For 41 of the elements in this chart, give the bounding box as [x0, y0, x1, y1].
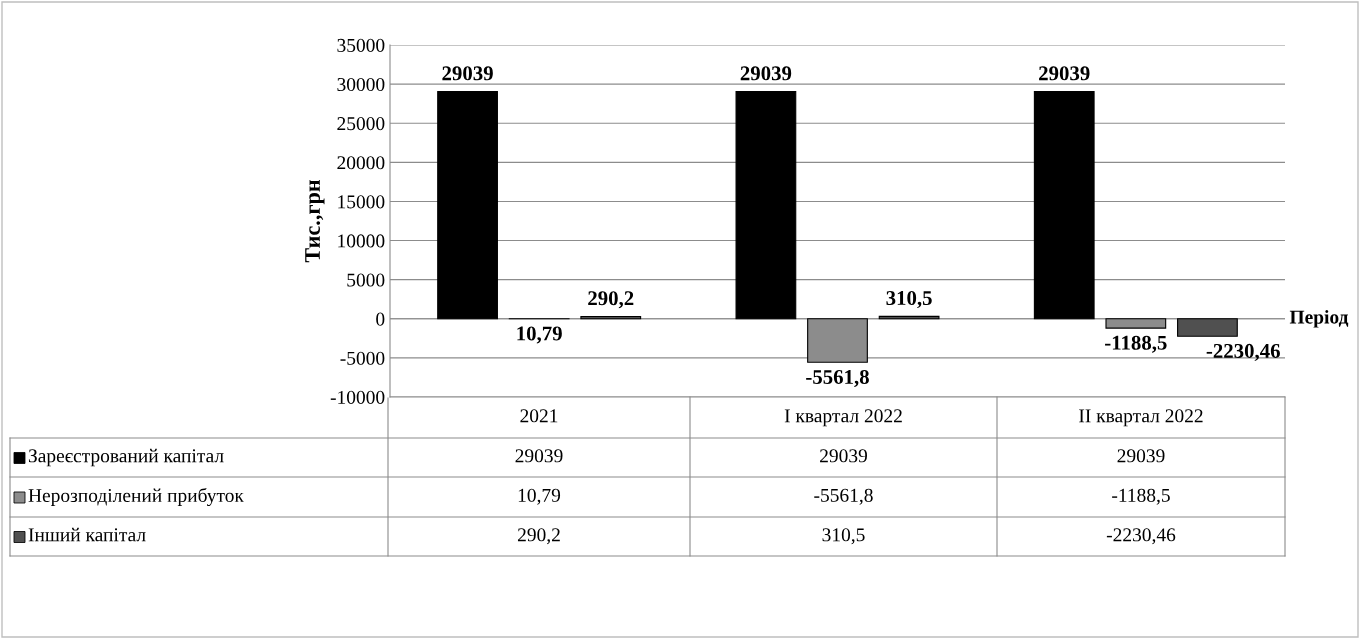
bar	[735, 91, 797, 320]
text: 10,79	[517, 326, 562, 344]
y-tick-label: 15000	[338, 195, 385, 209]
data-label: -1188,5	[1112, 488, 1170, 505]
data-label: 290,2	[517, 528, 560, 545]
data-label: 10,79	[518, 488, 561, 505]
data-label: 29039	[1117, 449, 1165, 463]
text: -5561,8	[806, 369, 869, 388]
y-axis-title: Тис.,грн	[305, 179, 325, 263]
y-tick-label: 35000	[337, 38, 385, 52]
legend-label: Зареєстрований капітал	[28, 448, 224, 467]
y-tick-label: 0	[376, 312, 385, 326]
y-tick-label: -10000	[330, 390, 385, 404]
y-tick-label: 5000	[347, 273, 385, 287]
y-tick-label: 10000	[338, 234, 385, 248]
text: -1188,5	[1105, 335, 1167, 353]
data-label: -2230,46	[1106, 528, 1176, 545]
data-label: 29039	[515, 449, 563, 463]
text: 310,5	[886, 291, 932, 309]
text: -2230,46	[1206, 343, 1280, 361]
legend-label: Нерозподілений прибуток	[28, 487, 244, 507]
text: 29039	[1039, 66, 1090, 81]
x-tick-label: 2021	[520, 409, 558, 423]
text: 290,2	[588, 291, 634, 309]
bar	[1033, 91, 1095, 320]
y-tick-label: -5000	[340, 351, 385, 365]
data-label: -5561,8	[814, 488, 873, 505]
bar	[437, 91, 498, 320]
bar	[1177, 318, 1238, 337]
x-axis-title: Період	[1289, 309, 1349, 328]
bar	[580, 315, 642, 320]
data-label: 29039	[820, 449, 868, 463]
text: 29039	[740, 66, 792, 81]
data-label: 310,5	[822, 528, 865, 545]
legend-label: Інший капітал	[28, 527, 146, 542]
x-tick-label: I квартал 2022	[784, 409, 902, 427]
y-tick-label: 30000	[337, 77, 385, 92]
x-tick-label: II квартал 2022	[1079, 409, 1203, 427]
text: 29039	[442, 66, 493, 81]
y-tick-label: 20000	[337, 156, 385, 170]
y-tick-label: 25000	[337, 117, 385, 131]
